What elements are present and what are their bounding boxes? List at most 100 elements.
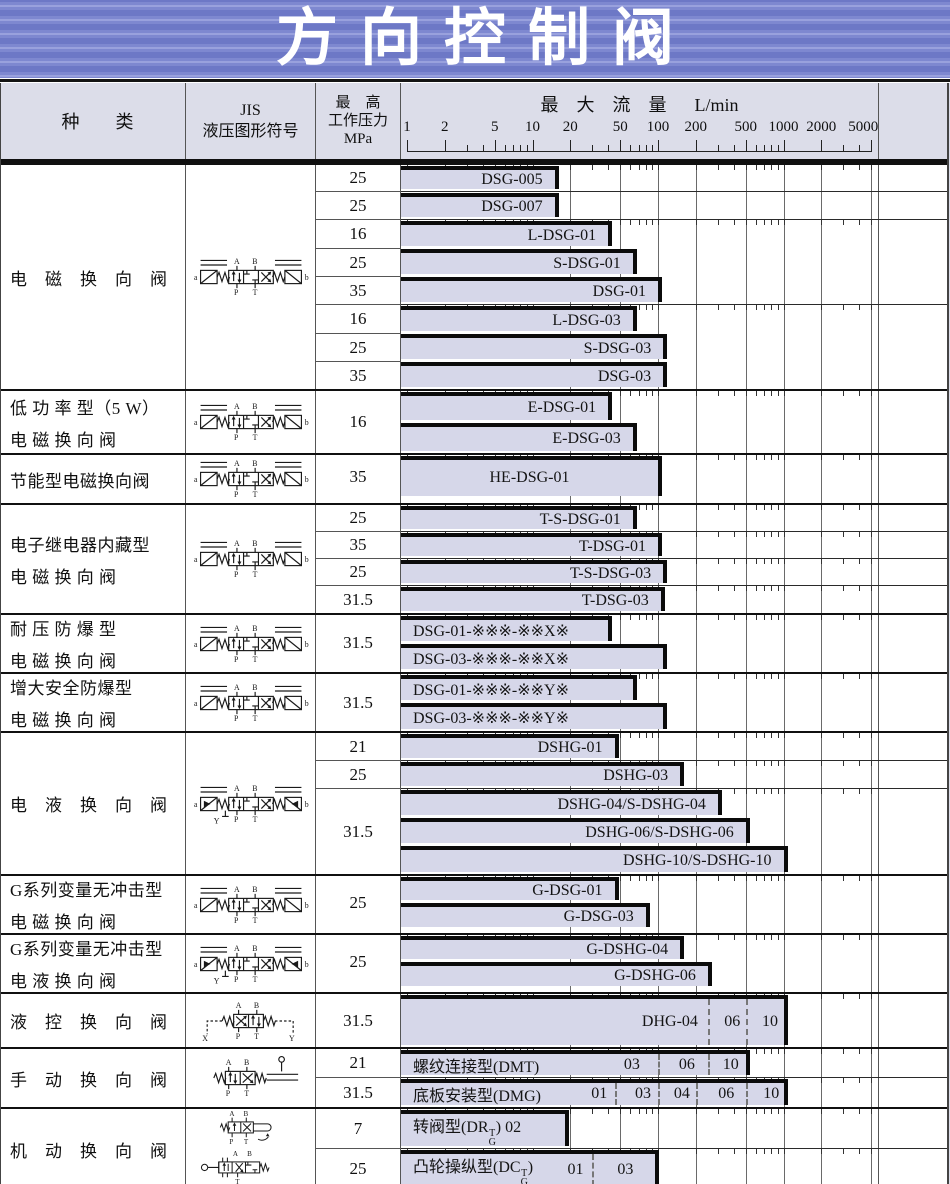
grid-line [620,1109,622,1184]
svg-text:T: T [252,433,257,442]
flow-bar: G-DSHG-06 [401,962,712,986]
ruler-tick [777,761,779,766]
ruler-tick [745,1149,747,1154]
segment-label: 03 [635,1085,651,1102]
ruler-tick [658,615,659,620]
svg-text:B: B [243,1110,248,1118]
scale-tick [630,145,632,151]
scale-tick-label: 2000 [806,119,837,135]
category-cell: 增大安全防爆型电 磁 换 向 阀 [1,674,186,731]
ruler-tick [755,305,757,310]
chart-row: T-S-DSG-01 [401,505,947,531]
stack-char: T [489,1128,496,1139]
bar-label: DSG-03-※※※-※※Y※ [413,710,569,727]
ruler-tick [755,789,757,794]
grid-line [570,615,572,672]
category-label: 液 控 换 向 阀 [10,1013,168,1032]
bar-label: DSG-01-※※※-※※Y※ [413,681,569,699]
pressure-cell: 25 [316,248,400,276]
ruler-tick [771,615,773,620]
pressure-cell: 21 [316,733,400,760]
segment-label: 03 [617,1161,634,1178]
pressure-cell: 25 [316,165,400,191]
ruler-tick [843,876,845,881]
valve-section: G系列变量无冲击型电 磁 换 向 阀 a b A B P T 25 G-DSG-01 G-DSG-… [1,874,947,933]
ruler-tick [638,505,640,510]
table-body: 电 磁 换 向 阀 a b A B P T 25 25 16 25 35 16 25 35 DSG-005 DS… [1,163,947,1184]
scale-tick [777,145,779,151]
ruler-tick [777,165,779,170]
grid-line [695,391,697,453]
grid-line [658,876,659,933]
ruler-tick [783,505,785,510]
ruler-tick [859,505,861,510]
scale-tick [745,140,747,151]
dash-separator [707,999,710,1045]
ruler-tick [717,305,719,310]
grid-line [658,1109,659,1184]
ruler-tick [717,733,719,738]
flow-bar: G-DSG-03 [401,903,650,927]
ruler-tick [630,220,632,225]
column-divider-line [878,165,879,389]
ruler-tick [717,455,719,460]
ruler-tick [859,674,861,679]
pressure-col: 25 [316,876,401,933]
svg-text:T: T [252,714,257,723]
pressure-col: 31.5 [316,674,401,731]
ruler-tick [783,532,785,537]
category-label: 电 磁 换 向 阀 [10,269,168,289]
ruler-tick [745,615,747,620]
ruler-tick [733,305,735,310]
grid-line [821,994,823,1047]
scale-tick [859,145,861,151]
grid-line [783,455,785,503]
ruler-tick [771,391,773,396]
bar-label: DSG-03 [597,367,652,385]
ruler-tick [630,615,632,620]
pressure-cell: 25 [316,876,400,929]
ruler-tick [821,165,823,170]
ruler-tick [771,761,773,766]
category-label: 电 液 换 向 阀 [10,796,168,815]
svg-text:T: T [252,570,257,579]
scale-tick [570,140,572,151]
dash-separator [745,999,748,1045]
jis-symbol-dshg-icon: a b A B P T Y [189,940,313,988]
chart-row: DSG-01-※※※-※※X※ [401,615,947,643]
ruler-tick [764,165,766,170]
svg-text:A: A [234,783,240,792]
bar-group: L-DSG-01 S-DSG-01 DSG-01 [401,219,947,304]
chart-row: DSHG-06/S-DSHG-06 [401,817,947,845]
ruler-tick [755,586,757,591]
pressure-value: 7 [353,1118,363,1138]
ruler-tick [777,391,779,396]
ruler-tick [871,559,873,564]
ruler-tick [695,505,697,510]
valve-section: 机 动 换 向 阀 A B P T A B T 7 25 转阀型(DR T G) 02 凸轮操纵型(DC T… [1,1107,947,1184]
pressure-cell: 25 [316,505,400,531]
pressure-cell: 31.5 [316,615,400,671]
bar-label: E-DSG-01 [527,399,597,416]
scale-tick-label: 100 [646,119,670,135]
ruler-tick [645,505,647,510]
svg-text:B: B [252,682,257,691]
ruler-tick [755,733,757,738]
ruler-tick [771,586,773,591]
ruler-tick [777,220,779,225]
svg-text:A: A [234,402,240,411]
bar-label: S-DSG-03 [583,339,652,357]
grid-line [658,391,659,453]
category-cell: 电 磁 换 向 阀 [1,165,186,389]
ruler-tick [733,761,735,766]
header-jis-line1: JIS [240,102,261,119]
ruler-tick [871,586,873,591]
scale-tick [592,145,594,151]
ruler-tick [620,391,622,396]
bar-label-post: ) [527,1159,534,1176]
bar-group: 螺纹连接型(DMT) 03 06 10 [401,1049,947,1077]
ruler-tick [771,505,773,510]
ruler-tick [745,391,747,396]
ruler-tick [733,220,735,225]
symbol-cell: a b A B P T Y [186,733,316,874]
